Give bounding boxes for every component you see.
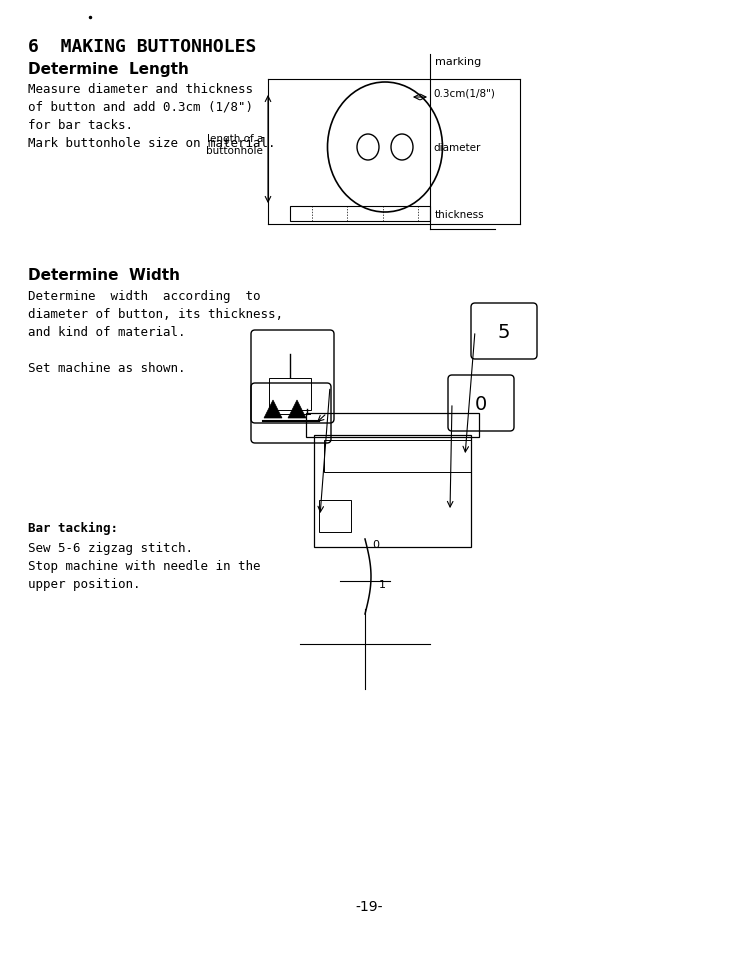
Polygon shape — [288, 400, 306, 418]
Text: diameter: diameter — [433, 143, 480, 152]
Polygon shape — [264, 400, 282, 418]
Text: marking: marking — [435, 57, 481, 67]
Text: Bar tacking:: Bar tacking: — [28, 521, 118, 535]
Text: 6  MAKING BUTTONHOLES: 6 MAKING BUTTONHOLES — [28, 38, 256, 56]
Text: Sew 5-6 zigzag stitch.
Stop machine with needle in the
upper position.: Sew 5-6 zigzag stitch. Stop machine with… — [28, 541, 261, 590]
Text: Determine  width  according  to
diameter of button, its thickness,
and kind of m: Determine width according to diameter of… — [28, 290, 283, 375]
Text: thickness: thickness — [435, 210, 485, 219]
Text: -19-: -19- — [355, 899, 383, 913]
Text: Determine  Width: Determine Width — [28, 268, 180, 283]
Text: 0.3cm(1/8"): 0.3cm(1/8") — [433, 89, 495, 99]
Text: 1: 1 — [379, 579, 386, 589]
Text: 0: 0 — [372, 539, 379, 550]
Text: length of a
buttonhole: length of a buttonhole — [206, 134, 263, 155]
Text: 0: 0 — [475, 395, 487, 413]
Text: 5: 5 — [497, 322, 510, 341]
Text: Measure diameter and thickness
of button and add 0.3cm (1/8")
for bar tacks.
Mar: Measure diameter and thickness of button… — [28, 83, 275, 150]
Text: Determine  Length: Determine Length — [28, 62, 189, 77]
